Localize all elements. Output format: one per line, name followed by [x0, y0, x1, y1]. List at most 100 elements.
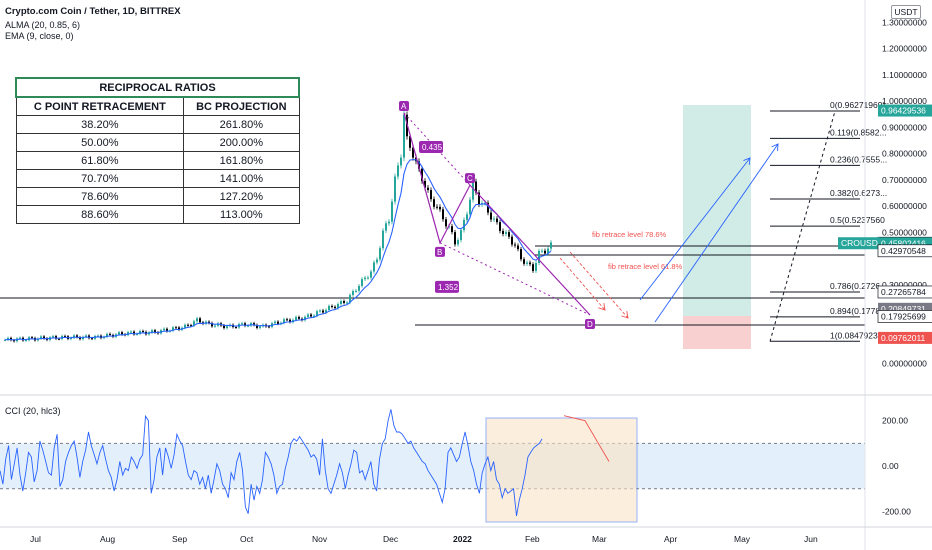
candle-body: [337, 304, 339, 309]
pattern-point-badge: [399, 100, 409, 111]
ema-line: [4, 158, 552, 341]
bullish-forecast-arrow-head: [771, 143, 779, 152]
bearish-forecast-arrow: [559, 257, 606, 311]
bd-ratio-line: [439, 242, 591, 316]
candle-body: [373, 262, 375, 272]
fib-levels: 0(0.96271969) 0.119(0.8582... 0.236(0.7555…: [769, 100, 887, 342]
candle-body: [85, 335, 87, 337]
price-tick-label: 0.30000000: [882, 280, 927, 290]
fib-level-label: 1(0.08479239: [830, 330, 883, 340]
time-tick-label: May: [734, 534, 751, 544]
candle-body: [130, 331, 132, 333]
time-axis: Jul Aug Sep Oct Nov Dec 2022 Feb Mar Apr May Jun: [30, 534, 818, 544]
c-retracement-cell: 70.70%: [15, 169, 185, 188]
candle-body: [382, 230, 384, 249]
pattern-point-label: D: [587, 320, 593, 329]
c-retracement-cell: 78.60%: [15, 187, 185, 206]
time-tick-label: Sep: [172, 534, 187, 544]
candle-body: [241, 323, 243, 325]
candle-body: [313, 315, 315, 317]
candle-body: [346, 302, 348, 304]
candle-body: [376, 259, 378, 263]
candle-body: [364, 277, 366, 280]
candle-body: [226, 326, 228, 329]
candle-body: [286, 319, 288, 321]
candle-body: [172, 327, 174, 331]
table-row: 78.60% 127.20%: [15, 187, 300, 206]
candle-body: [400, 157, 402, 166]
bearish-forecast-arrow-head: [621, 311, 629, 319]
candle-body: [535, 262, 537, 271]
candle-body: [367, 277, 369, 279]
price-label-box: [877, 310, 932, 323]
candle-body: [355, 290, 357, 292]
candle-body: [70, 337, 72, 339]
candle-body: [442, 209, 444, 220]
pattern-point-badge: [435, 246, 445, 257]
candle-body: [121, 332, 123, 335]
candle-body: [316, 311, 318, 316]
candle-body: [427, 187, 429, 191]
bullish-forecast-arrow: [639, 157, 751, 301]
fib-level-label: 0.119(0.8582...: [830, 127, 887, 137]
candle-body: [460, 230, 462, 241]
candle-body: [403, 114, 405, 158]
fib-trend-line: [769, 111, 836, 342]
cci-pane: 200.00 0.00 -200.00: [0, 409, 911, 523]
chart-title: Crypto.com Coin / Tether, 1D, BITTREX: [5, 6, 181, 17]
candle-body: [55, 336, 57, 339]
candle-body: [259, 326, 261, 328]
price-label: 0.42970548: [881, 246, 926, 256]
time-tick-label: 2022: [453, 534, 472, 544]
price-tick-label: 1.30000000: [882, 17, 927, 27]
candle-body: [472, 181, 474, 200]
candle-body: [307, 314, 309, 317]
candle-body: [508, 232, 510, 237]
candle-body: [325, 310, 327, 313]
price-tick-label: 0.00000000: [882, 359, 927, 369]
candle-body: [379, 248, 381, 260]
pattern-path: [403, 112, 591, 316]
cci-line: [0, 409, 543, 516]
candle-body: [343, 301, 345, 303]
bc-projection-cell: 141.00%: [183, 169, 300, 188]
table-row: 61.80% 161.80%: [15, 151, 300, 170]
cci-indicator-label[interactable]: CCI (20, hlc3): [5, 406, 61, 416]
candle-body: [466, 214, 468, 220]
candle-body: [544, 250, 546, 254]
candle-body: [358, 285, 360, 291]
bc-projection-cell: 161.80%: [183, 151, 300, 170]
candle-body: [298, 316, 300, 319]
candle-body: [187, 324, 189, 326]
candle-body: [499, 222, 501, 231]
candle-body: [151, 330, 153, 333]
time-tick-label: Feb: [525, 534, 540, 544]
fib-level-label: 0.236(0.7555...: [830, 154, 887, 164]
candle-body: [208, 321, 210, 323]
candle-body: [328, 305, 330, 311]
price-tick-label: 0.60000000: [882, 201, 927, 211]
time-tick-label: Jun: [804, 534, 818, 544]
candle-body: [394, 176, 396, 202]
currency-button[interactable]: USDT: [891, 5, 921, 19]
ratio-badge: [435, 280, 459, 293]
candle-body: [391, 201, 393, 222]
alma-indicator-label[interactable]: ALMA (20, 0.85, 6): [5, 20, 81, 30]
table-row: 50.00% 200.00%: [15, 133, 300, 152]
price-label-box: [878, 331, 932, 344]
price-label: 0.45802416: [881, 238, 926, 248]
candle-body: [541, 250, 543, 252]
candle-body: [106, 333, 108, 337]
cci-forecast-line: [563, 415, 610, 462]
candle-body: [496, 218, 498, 223]
fib-level-label: 0.894(0.1778...: [830, 306, 887, 316]
bearish-forecast-arrow-head: [598, 303, 606, 311]
ratio-label: 1.352: [438, 283, 459, 292]
candle-body: [253, 323, 255, 325]
fib-annotation: fib retrace level 61.8%: [608, 262, 683, 271]
candle-body: [388, 221, 390, 224]
candle-body: [52, 336, 54, 338]
ema-indicator-label[interactable]: EMA (9, close, 0): [5, 31, 74, 41]
candle-body: [244, 323, 246, 326]
